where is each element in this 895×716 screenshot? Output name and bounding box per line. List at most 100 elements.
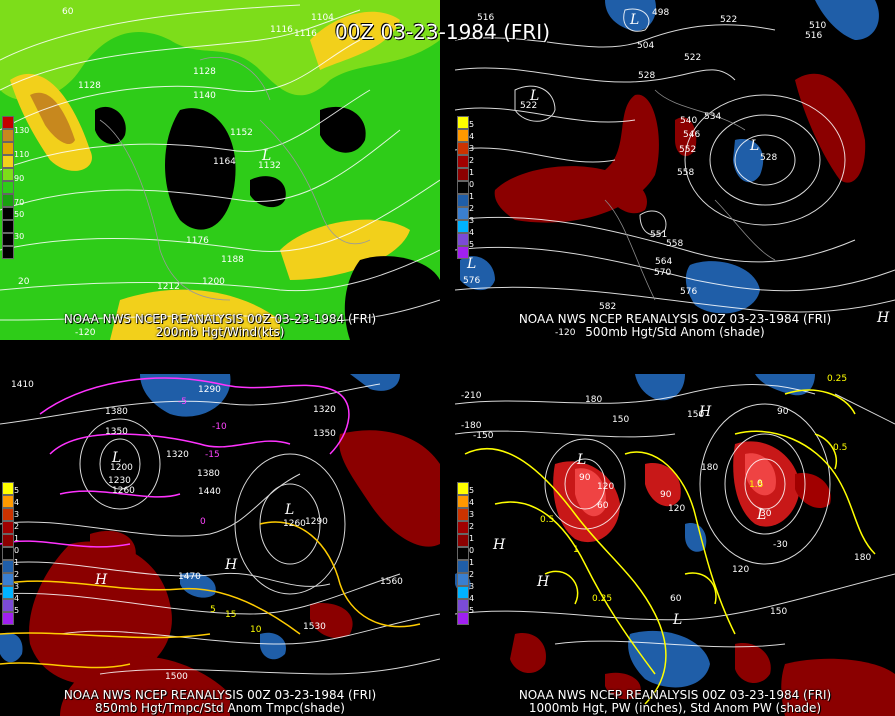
legend-swatch (457, 181, 469, 194)
legend-label: 5 (469, 486, 475, 495)
legend-label: 4 (14, 594, 20, 603)
panel-subtitle: 1000mb Hgt, PW (inches), Std Anom PW (sh… (528, 701, 822, 715)
contour-label: 522 (720, 15, 737, 25)
legend-swatch (2, 547, 14, 560)
contour-label: 1230 (108, 476, 131, 486)
contour-label: 1500 (165, 672, 188, 682)
low-center-marker: L (466, 256, 476, 272)
contour-label: 1290 (198, 385, 221, 395)
isotherm-label: 0 (200, 517, 206, 527)
legend-swatch (2, 142, 14, 155)
map-1000mb: -210 -180 -150 180 150 120 90 60 30 0 -3… (455, 374, 895, 716)
contour-label: 150 (687, 410, 704, 420)
legend-label: 50 (14, 210, 25, 219)
legend-swatch (457, 116, 469, 129)
contour-label: 1260 (112, 486, 135, 496)
panel-850mb: 1410 1380 1350 1320 1290 1260 1230 1200 … (0, 374, 440, 716)
legend-swatch (2, 207, 14, 220)
contour-label: 551 (650, 230, 667, 240)
legend-swatch (2, 194, 14, 207)
pw-label: 0.25 (827, 374, 847, 384)
contour-label: 120 (732, 565, 749, 575)
contour-label: 1128 (193, 67, 216, 77)
contour-label: 1104 (311, 13, 334, 23)
pw-label: 1.5 (749, 480, 763, 490)
contour-label: 576 (680, 287, 697, 297)
map-title: 00Z 03-23-1984 (FRI) (335, 20, 550, 44)
contour-label: 150 (770, 607, 787, 617)
contour-label: 522 (520, 101, 537, 111)
legend-swatch (457, 560, 469, 573)
legend-label: 5 (14, 606, 20, 615)
high-center-marker: H (492, 537, 506, 553)
low-center-marker: L (629, 12, 639, 28)
contour-label: 1116 (270, 25, 293, 35)
legend-label: 4 (469, 132, 475, 141)
low-center-marker: L (529, 88, 539, 104)
legend-swatch (457, 194, 469, 207)
legend-swatch (2, 246, 14, 259)
legend-swatch (457, 482, 469, 495)
pw-label: 0.5 (833, 443, 847, 453)
contour-label: 1152 (230, 128, 253, 138)
legend-swatch (457, 155, 469, 168)
legend-swatch (2, 129, 14, 142)
panel-1000mb: -210 -180 -150 180 150 120 90 60 30 0 -3… (455, 374, 895, 716)
legend-label: 2 (14, 522, 20, 531)
contour-label: 552 (679, 145, 696, 155)
legend-label: 2 (469, 156, 475, 165)
legend-swatch (2, 155, 14, 168)
legend-label: 110 (14, 150, 30, 159)
low-center-marker: L (672, 612, 682, 628)
contour-label: 534 (704, 112, 721, 122)
contour-label: 1176 (186, 236, 209, 246)
panel-caption: NOAA NWS NCEP REANALYSIS 00Z 03-23-1984 … (518, 312, 832, 326)
isotherm-label: -15 (205, 450, 220, 460)
contour-label: 1128 (78, 81, 101, 91)
isotherm-label: -5 (178, 397, 187, 407)
isotherm-label: 5 (210, 605, 216, 615)
contour-label: 570 (654, 268, 671, 278)
legend-label: 0 (14, 546, 20, 555)
legend-label: 90 (14, 174, 25, 183)
panel-caption: NOAA NWS NCEP REANALYSIS 00Z 03-23-1984 … (518, 688, 832, 702)
high-center-marker: H (224, 557, 238, 573)
contour-label: 1560 (380, 577, 403, 587)
low-center-marker: L (111, 450, 121, 466)
legend-swatch (2, 508, 14, 521)
legend-label: 1 (14, 558, 20, 567)
contour-label: 1380 (197, 469, 220, 479)
legend-swatch (457, 129, 469, 142)
legend-swatch (2, 599, 14, 612)
legend-label: 4 (469, 498, 475, 507)
pw-label: 0.5 (540, 515, 554, 525)
contour-label: 1116 (294, 29, 317, 39)
contour-label: 576 (463, 276, 480, 286)
legend-swatch (457, 521, 469, 534)
axis-label: 60 (62, 7, 74, 17)
contour-label: 582 (599, 302, 616, 312)
legend-wind: 130 110 90 70 50 30 (2, 116, 29, 259)
legend-swatch (457, 534, 469, 547)
legend-label: 3 (14, 582, 20, 591)
contour-label: 546 (683, 130, 700, 140)
pw-label: 0.25 (592, 594, 612, 604)
legend-label: 3 (469, 144, 475, 153)
contour-label: 1260 (283, 519, 306, 529)
high-center-marker: H (94, 572, 108, 588)
panel-200mb: 60 -120 20 1104 1116 1116 1128 1128 1140… (0, 0, 440, 340)
panel-500mb: 516 498 504 522 510 516 522 528 534 540 … (455, 0, 895, 340)
legend-swatch (2, 612, 14, 625)
contour-label: 150 (612, 415, 629, 425)
high-center-marker: H (698, 404, 712, 420)
legend-label: 2 (469, 204, 475, 213)
contour-label: 510 (809, 21, 826, 31)
contour-label: 1212 (157, 282, 180, 292)
legend-swatch (457, 168, 469, 181)
contour-label: 1380 (105, 407, 128, 417)
map-200mb: 60 -120 20 1104 1116 1116 1128 1128 1140… (0, 0, 440, 340)
legend-label: 3 (469, 216, 475, 225)
legend-label: 0 (469, 180, 475, 189)
contour-label: 1440 (198, 487, 221, 497)
legend-label: 3 (14, 510, 20, 519)
